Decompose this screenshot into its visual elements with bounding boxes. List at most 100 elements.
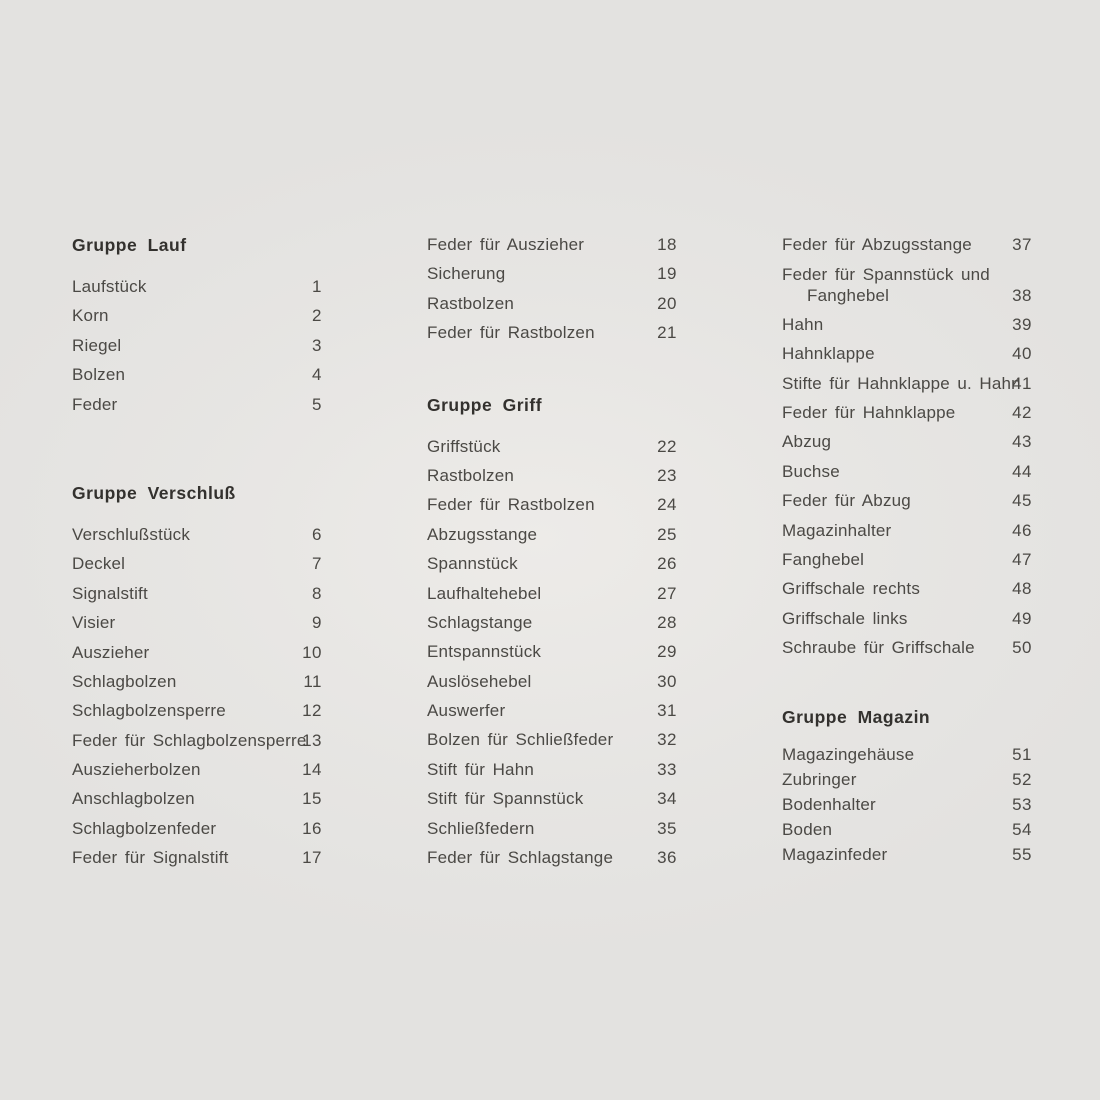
part-label: Schließfedern [427, 818, 535, 838]
parts-row: Auszieher 10 [72, 638, 322, 667]
part-label: Boden [782, 820, 833, 840]
part-label: Feder für Signalstift [72, 848, 229, 868]
parts-row: Signalstift 8 [72, 579, 322, 608]
part-number: 29 [657, 642, 677, 662]
part-number: 2 [312, 306, 322, 326]
parts-row: Zubringer 52 [782, 767, 1032, 792]
part-label: Feder für Abzugsstange [782, 235, 972, 254]
part-number: 30 [657, 671, 677, 691]
part-number: 10 [302, 642, 322, 662]
part-number: 28 [657, 612, 677, 632]
part-number: 26 [657, 554, 677, 574]
part-number: 48 [1012, 579, 1032, 599]
part-label: Hahn [782, 314, 824, 334]
parts-row: Laufstück 1 [72, 272, 322, 301]
part-label: Schlagstange [427, 612, 533, 632]
parts-row: Feder für Schlagstange 36 [427, 843, 677, 872]
part-label: Feder für Spannstück und Fanghebel [782, 264, 1032, 307]
part-number: 33 [657, 759, 677, 779]
part-number: 22 [657, 436, 677, 456]
part-number: 37 [1012, 235, 1032, 254]
part-number: 16 [302, 818, 322, 838]
parts-column-middle: Feder für Auszieher 18 Sicherung 19 Rastbolz… [427, 230, 677, 872]
parts-row: Schlagbolzen 11 [72, 667, 322, 696]
part-number: 11 [303, 671, 322, 691]
part-label: Feder für Schlagbolzensperre [72, 730, 307, 750]
group-header: Gruppe Griff [427, 394, 543, 415]
part-number: 51 [1012, 745, 1032, 765]
parts-row: Schlagbolzensperre 12 [72, 696, 322, 725]
part-number: 9 [312, 613, 322, 633]
part-label: Verschlußstück [72, 524, 191, 544]
part-label: Feder [72, 394, 118, 414]
part-number: 39 [1012, 314, 1032, 334]
part-number: 5 [312, 394, 322, 414]
part-label: Magazinfeder [782, 845, 888, 865]
part-label: Stift für Spannstück [427, 789, 584, 809]
part-label: Zubringer [782, 770, 857, 790]
part-number: 31 [657, 701, 677, 721]
part-label: Korn [72, 306, 109, 326]
part-number: 42 [1012, 402, 1032, 422]
part-label: Riegel [72, 335, 122, 355]
part-number: 38 [1012, 286, 1032, 306]
part-number: 36 [657, 848, 677, 868]
part-number: 50 [1012, 638, 1032, 658]
part-number: 23 [657, 465, 677, 485]
part-label: Magazinhalter [782, 520, 892, 540]
parts-row: Buchse 44 [782, 457, 1032, 486]
part-number: 40 [1012, 344, 1032, 364]
part-label: Anschlagbolzen [72, 789, 195, 809]
parts-row: Feder für Rastbolzen 21 [427, 318, 677, 347]
part-label: Auszieherbolzen [72, 760, 201, 780]
parts-row: Spannstück 26 [427, 549, 677, 578]
parts-row: Laufhaltehebel 27 [427, 579, 677, 608]
part-label: Auswerfer [427, 701, 506, 721]
part-label: Schraube für Griffschale [782, 638, 975, 658]
parts-row: Feder für Rastbolzen 24 [427, 490, 677, 519]
parts-row: Feder für Abzug 45 [782, 486, 1032, 515]
part-number: 25 [657, 524, 677, 544]
parts-row: Abzug 43 [782, 427, 1032, 456]
part-label: Schlagbolzensperre [72, 701, 226, 721]
parts-row: Auszieherbolzen 14 [72, 755, 322, 784]
part-label: Spannstück [427, 554, 518, 574]
part-label: Griffschale links [782, 608, 908, 628]
part-label: Feder für Schlagstange [427, 848, 614, 868]
parts-row: Stift für Spannstück 34 [427, 784, 677, 813]
parts-row: Feder für Signalstift 17 [72, 843, 322, 872]
parts-row: Griffschale links 49 [782, 604, 1032, 633]
part-number: 41 [1012, 373, 1032, 393]
parts-section: Feder für Abzugsstange 37 Feder für Spanns… [782, 230, 1032, 662]
parts-row: Auswerfer 31 [427, 696, 677, 725]
parts-row: Stifte für Hahnklappe u. Hahn 41 [782, 369, 1032, 398]
part-number: 46 [1012, 520, 1032, 540]
part-number: 3 [312, 335, 322, 355]
parts-row: Magazinfeder 55 [782, 842, 1032, 867]
part-number: 54 [1012, 820, 1032, 840]
parts-column-right: Feder für Abzugsstange 37 Feder für Spanns… [782, 230, 1032, 867]
parts-row: Bolzen 4 [72, 360, 322, 389]
group-header: Gruppe Lauf [72, 235, 187, 255]
parts-row: Anschlagbolzen 15 [72, 784, 322, 813]
parts-row: Abzugsstange 25 [427, 520, 677, 549]
part-number: 19 [657, 264, 677, 284]
part-number: 8 [312, 583, 322, 603]
parts-row: Feder 5 [72, 390, 322, 419]
part-label: Bolzen für Schließfeder [427, 730, 614, 750]
part-number: 20 [657, 293, 677, 313]
part-label: Laufstück [72, 277, 147, 296]
parts-row: Boden 54 [782, 817, 1032, 842]
part-number: 27 [657, 583, 677, 603]
parts-row: Griffstück 22 [427, 432, 677, 461]
part-label: Signalstift [72, 583, 148, 603]
part-number: 21 [657, 323, 677, 343]
parts-section: Gruppe Verschluß Verschlußstück 6 Deckel 7 Si… [72, 478, 322, 873]
parts-row: Bolzen für Schließfeder 32 [427, 725, 677, 754]
parts-row: Griffschale rechts 48 [782, 574, 1032, 603]
part-label: Feder für Rastbolzen [427, 495, 595, 515]
parts-row: Deckel 7 [72, 549, 322, 578]
part-number: 1 [312, 277, 322, 296]
parts-row: Riegel 3 [72, 331, 322, 360]
part-number: 7 [312, 554, 322, 574]
